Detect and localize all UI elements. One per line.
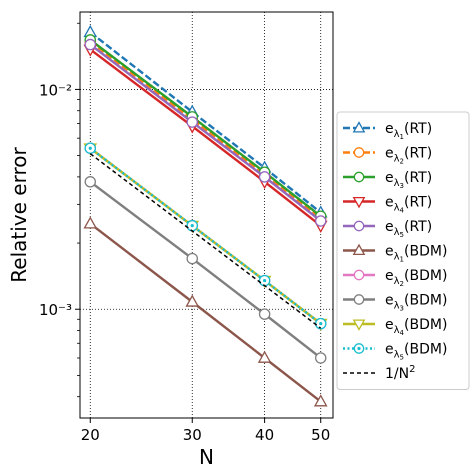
legend-label: eλ3(RT) — [385, 170, 432, 190]
x-tick-label: 30 — [183, 426, 202, 444]
legend-item: eλ4(BDM) — [343, 317, 447, 337]
x-tick-label: 50 — [311, 426, 330, 444]
axes: 20 30 40 50 10⁻³ 10⁻² — [39, 22, 330, 444]
legend-marker — [352, 196, 366, 209]
legend-label: eλ4(RT) — [385, 195, 432, 215]
series-line — [89, 43, 322, 222]
data-point-marker — [84, 176, 97, 188]
series-line — [89, 38, 322, 218]
data-point-marker — [186, 252, 198, 265]
data-point-marker — [314, 352, 327, 364]
legend: eλ1(RT) eλ2(RT) eλ3(RT) eλ4(RT) eλ5(RT) eλ1(B… — [336, 111, 470, 390]
data-point-marker — [186, 116, 198, 128]
data-point-marker — [258, 171, 271, 183]
legend-item: eλ1(RT) — [343, 121, 432, 141]
data-point-marker — [314, 215, 327, 227]
series-5 — [83, 216, 328, 407]
legend-item: eλ3(BDM) — [343, 293, 447, 313]
legend-label: eλ5(RT) — [385, 219, 432, 239]
legend-marker — [353, 294, 365, 305]
legend-marker — [352, 243, 366, 256]
legend-item: eλ3(RT) — [343, 170, 432, 190]
data-point-marker — [83, 216, 98, 229]
series-line — [89, 153, 322, 329]
legend-label: eλ2(RT) — [385, 146, 432, 166]
legend-label: eλ2(BDM) — [385, 268, 447, 288]
legend-marker — [352, 121, 366, 133]
legend-label: 1/N2 — [385, 364, 415, 382]
legend-item: eλ5(RT) — [343, 219, 432, 239]
data-point-marker — [84, 38, 97, 51]
legend-item: eλ4(RT) — [343, 195, 432, 215]
series-line — [89, 40, 322, 220]
data-point-marker-center — [319, 322, 323, 326]
legend-marker — [353, 220, 365, 232]
legend-marker — [353, 147, 365, 158]
legend-frame — [336, 111, 470, 390]
legend-label: eλ1(RT) — [385, 121, 432, 141]
series-line — [89, 147, 322, 325]
legend-item: eλ1(BDM) — [343, 244, 447, 264]
series-9 — [84, 142, 327, 330]
y-axis-label: Relative error — [7, 147, 31, 283]
series-7 — [84, 176, 327, 364]
legend-marker — [352, 319, 366, 331]
series-4 — [84, 38, 327, 227]
x-tick-label: 20 — [81, 426, 100, 444]
legend-label: eλ5(BDM) — [385, 342, 447, 362]
x-tick-label: 40 — [255, 426, 274, 444]
legend-item: 1/N2 — [343, 364, 415, 382]
data-point-marker-center — [190, 224, 194, 228]
legend-marker — [353, 171, 365, 183]
series-line — [89, 222, 322, 403]
legend-label: eλ1(BDM) — [385, 244, 447, 264]
series-line — [89, 180, 322, 359]
legend-marker — [353, 269, 365, 281]
x-axis-label: N — [199, 445, 214, 469]
legend-marker-center — [357, 346, 361, 351]
plot-frame — [79, 11, 334, 419]
legend-label: eλ3(BDM) — [385, 293, 447, 313]
series-10 — [89, 153, 322, 329]
y-tick-label: 10⁻² — [39, 81, 72, 99]
data-point-marker — [313, 394, 328, 407]
series-line — [89, 31, 322, 214]
data-point-marker — [185, 294, 200, 307]
legend-item: eλ2(RT) — [343, 146, 432, 166]
data-point-marker — [258, 308, 271, 320]
plot-series — [83, 24, 328, 407]
grid-lines — [80, 12, 333, 418]
y-tick-label: 10⁻³ — [39, 301, 72, 319]
series-line — [89, 48, 322, 227]
data-point-marker-center — [88, 146, 92, 150]
legend-label: eλ4(BDM) — [385, 317, 447, 337]
legend-item: eλ2(BDM) — [343, 268, 447, 288]
legend-item: eλ5(BDM) — [343, 342, 447, 362]
data-point-marker-center — [263, 278, 267, 283]
data-point-marker — [257, 350, 272, 363]
